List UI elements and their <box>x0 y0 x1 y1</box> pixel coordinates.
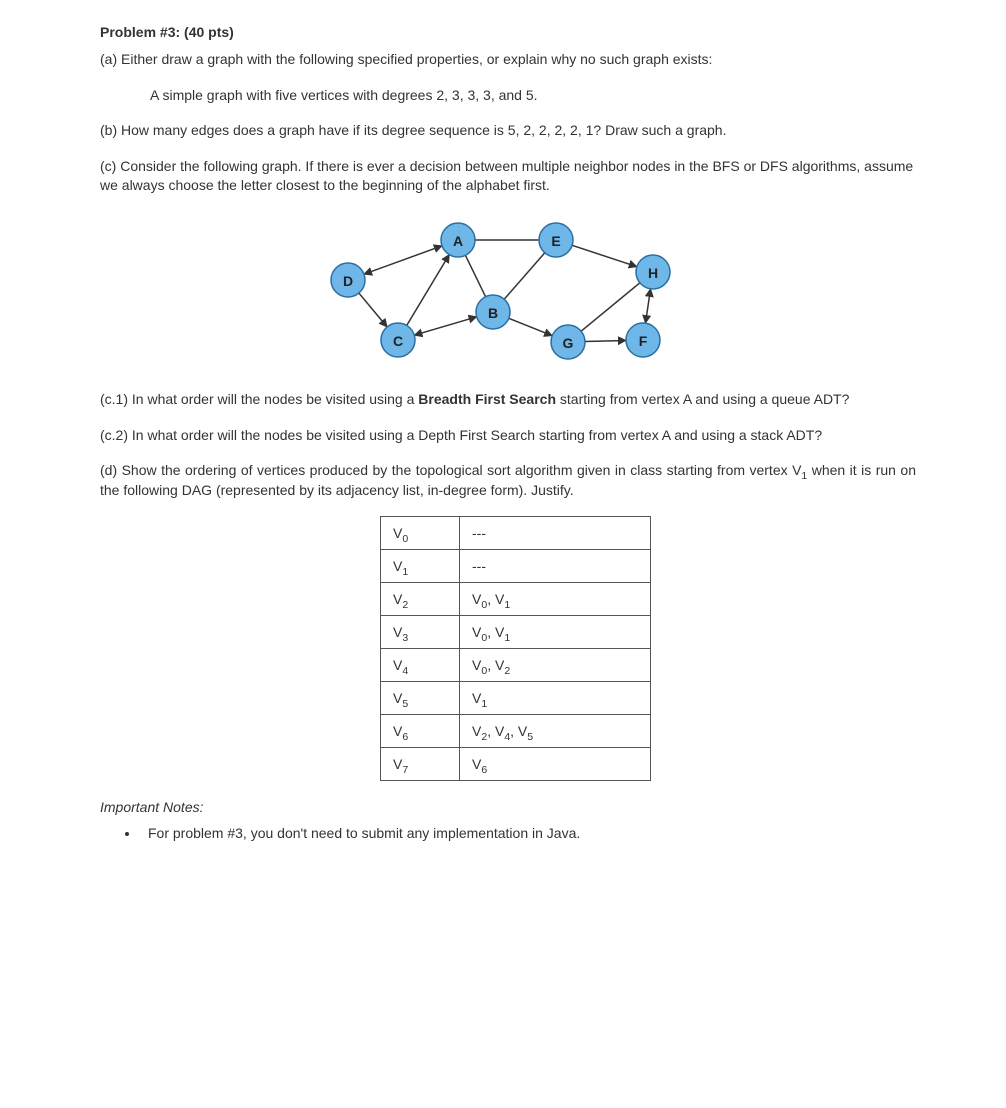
notes-title: Important Notes: <box>100 799 916 815</box>
graph-svg: A E D H B C G F <box>318 212 688 372</box>
adjacency-cell: V2, V4, V5 <box>460 715 651 748</box>
part-d: (d) Show the ordering of vertices produc… <box>100 461 916 500</box>
adjacency-cell: V0, V1 <box>460 616 651 649</box>
svg-text:G: G <box>563 335 574 351</box>
graph-edge <box>572 245 637 266</box>
table-row: V1--- <box>381 550 651 583</box>
list-item: For problem #3, you don't need to submit… <box>140 825 916 841</box>
graph-edge <box>359 293 387 327</box>
graph-figure: A E D H B C G F <box>318 212 698 372</box>
table-row: V4V0, V2 <box>381 649 651 682</box>
table-row: V7V6 <box>381 748 651 781</box>
graph-node-h: H <box>636 255 670 289</box>
graph-edge <box>645 289 650 323</box>
part-c1-suffix: starting from vertex A and using a queue… <box>556 391 849 407</box>
graph-node-b: B <box>476 295 510 329</box>
table-row: V2V0, V1 <box>381 583 651 616</box>
part-c1: (c.1) In what order will the nodes be vi… <box>100 390 916 410</box>
graph-node-f: F <box>626 323 660 357</box>
graph-node-e: E <box>539 223 573 257</box>
graph-node-g: G <box>551 325 585 359</box>
part-a-spec: A simple graph with five vertices with d… <box>100 86 916 106</box>
graph-node-c: C <box>381 323 415 357</box>
graph-edge <box>465 255 485 296</box>
part-a-intro: (a) Either draw a graph with the followi… <box>100 50 916 70</box>
vertex-cell: V1 <box>381 550 460 583</box>
graph-edge <box>407 255 450 326</box>
graph-edge <box>585 340 626 341</box>
part-c-intro: (c) Consider the following graph. If the… <box>100 157 916 196</box>
graph-edge <box>581 283 640 331</box>
svg-text:B: B <box>488 305 498 321</box>
svg-text:H: H <box>648 265 658 281</box>
vertex-cell: V4 <box>381 649 460 682</box>
table-row: V6V2, V4, V5 <box>381 715 651 748</box>
svg-text:D: D <box>343 273 353 289</box>
adjacency-cell: V0, V1 <box>460 583 651 616</box>
adjacency-cell: V0, V2 <box>460 649 651 682</box>
part-d-prefix: (d) Show the ordering of vertices produc… <box>100 462 801 478</box>
vertex-cell: V5 <box>381 682 460 715</box>
svg-text:F: F <box>639 333 648 349</box>
vertex-cell: V6 <box>381 715 460 748</box>
table-row: V5V1 <box>381 682 651 715</box>
vertex-cell: V3 <box>381 616 460 649</box>
adjacency-cell: V6 <box>460 748 651 781</box>
problem-page: Problem #3: (40 pts) (a) Either draw a g… <box>0 0 1006 877</box>
svg-text:A: A <box>453 233 463 249</box>
graph-edge <box>364 246 442 274</box>
svg-text:C: C <box>393 333 403 349</box>
table-row: V0--- <box>381 517 651 550</box>
part-c2: (c.2) In what order will the nodes be vi… <box>100 426 916 446</box>
graph-edge <box>504 253 545 299</box>
adjacency-cell: --- <box>460 517 651 550</box>
part-b: (b) How many edges does a graph have if … <box>100 121 916 141</box>
notes-list: For problem #3, you don't need to submit… <box>140 825 916 841</box>
adjacency-cell: --- <box>460 550 651 583</box>
vertex-cell: V2 <box>381 583 460 616</box>
graph-node-d: D <box>331 263 365 297</box>
adjacency-table: V0---V1---V2V0, V1V3V0, V1V4V0, V2V5V1V6… <box>380 516 651 781</box>
graph-node-a: A <box>441 223 475 257</box>
vertex-cell: V0 <box>381 517 460 550</box>
graph-edge <box>414 317 476 335</box>
problem-title: Problem #3: (40 pts) <box>100 24 916 40</box>
part-c1-bold: Breadth First Search <box>418 391 556 407</box>
graph-edge <box>509 318 552 335</box>
vertex-cell: V7 <box>381 748 460 781</box>
part-c1-prefix: (c.1) In what order will the nodes be vi… <box>100 391 418 407</box>
svg-text:E: E <box>551 233 560 249</box>
table-row: V3V0, V1 <box>381 616 651 649</box>
adjacency-cell: V1 <box>460 682 651 715</box>
